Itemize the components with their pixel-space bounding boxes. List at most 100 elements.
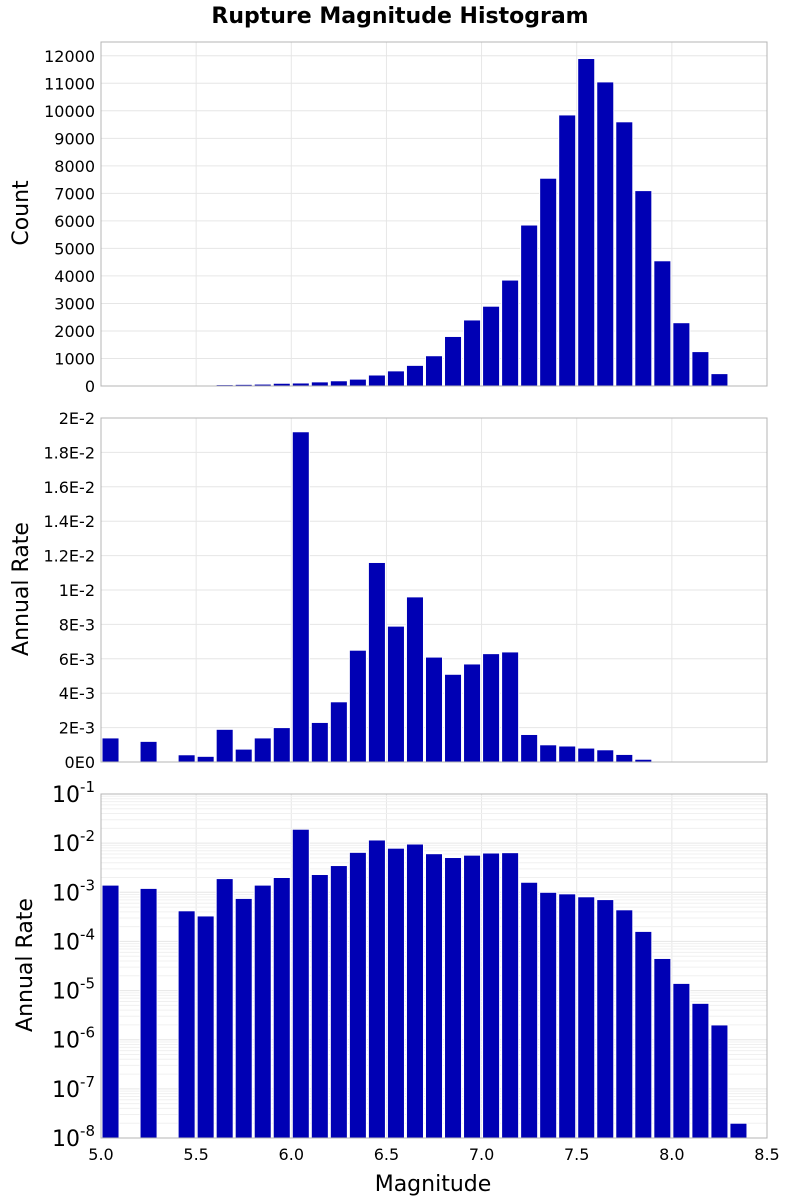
annual-rate-log-bar	[291, 828, 310, 1139]
annual-rate-log-frame	[100, 793, 768, 1139]
annual-rate-log-bar	[615, 909, 634, 1139]
count-bar	[520, 224, 539, 387]
annual-rate-log-bar	[463, 854, 482, 1139]
annual-rate-log-bar	[424, 853, 444, 1139]
annual-rate-log-bar	[329, 865, 348, 1139]
count-y-tick-label: 1000	[54, 349, 95, 368]
annual-rate-log-bar	[272, 876, 291, 1139]
x-axis-label: Magnitude	[375, 1172, 492, 1197]
annual-rate-log-bar	[558, 893, 577, 1139]
count-bar	[577, 58, 596, 387]
annual-rate-linear-frame	[100, 417, 768, 763]
annual-rate-linear-bar	[310, 721, 329, 763]
annual-rate-linear-y-tick-label: 1.6E-2	[43, 478, 95, 497]
count-bar	[367, 374, 386, 387]
annual-rate-linear-bar	[577, 747, 596, 763]
annual-rate-linear-panel: 0E0 2E-3 4E-3 6E-3 8E-3 1E-2 1.2E-2 1.4E-2 1.6E-…	[43, 409, 768, 772]
annual-rate-linear-y-tick-label: 0E0	[65, 753, 95, 772]
annual-rate-linear-bar	[558, 745, 577, 763]
annual-rate-linear-y-tick-label: 6E-3	[59, 650, 95, 669]
annual-rate-log-bar	[139, 887, 158, 1139]
annual-rate-linear-bar	[463, 663, 482, 763]
annual-rate-linear-bar	[139, 740, 158, 763]
annual-rate-linear-y-tick-label: 1E-2	[59, 581, 95, 600]
count-bar	[634, 190, 653, 387]
annual-rate-log-y-tick-label: 10-8	[52, 1122, 95, 1152]
x-axis-ticks: 5.0 5.5 6.0 6.5 7.0 7.5 8.0 8.5	[88, 1145, 779, 1164]
count-y-axis-label: Count	[9, 180, 34, 246]
x-tick-label: 6.0	[279, 1145, 304, 1164]
x-tick-label: 7.0	[469, 1145, 494, 1164]
x-tick-label: 5.0	[88, 1145, 113, 1164]
count-y-tick-label: 7000	[54, 184, 95, 203]
count-y-tick-label: 6000	[54, 212, 95, 231]
annual-rate-log-y-tick-label: 10-2	[52, 827, 95, 857]
annual-rate-log-bar	[729, 1122, 748, 1139]
count-bar	[558, 114, 577, 387]
annual-rate-log-y-tick-label: 10-5	[52, 975, 95, 1005]
annual-rate-linear-y-axis-label: Annual Rate	[9, 522, 34, 656]
annual-rate-log-y-tick-label: 10-4	[52, 925, 95, 955]
annual-rate-log-bar	[101, 884, 120, 1139]
count-frame	[100, 41, 768, 387]
count-y-tick-label: 4000	[54, 267, 95, 286]
count-panel: 0 1000 2000 3000 4000 5000 6000 7000 8000 9000 100…	[44, 41, 768, 396]
annual-rate-log-y-tick-label: 10-1	[52, 778, 95, 808]
count-y-tick-label: 11000	[44, 74, 95, 93]
annual-rate-linear-bar	[501, 651, 520, 763]
count-bar	[310, 381, 329, 387]
count-bar	[405, 364, 424, 387]
annual-rate-linear-bar	[215, 728, 234, 763]
annual-rate-linear-bar	[196, 755, 215, 763]
count-bar	[596, 81, 615, 387]
annual-rate-log-panel: 10-8 10-7 10-6 10-5 10-4 10-3 10-2 10-1	[52, 778, 768, 1152]
chart-title: Rupture Magnitude Histogram	[211, 4, 588, 29]
annual-rate-linear-y-tick-label: 8E-3	[59, 615, 95, 634]
x-tick-label: 8.0	[659, 1145, 684, 1164]
annual-rate-linear-y-tick-label: 4E-3	[59, 684, 95, 703]
count-bar	[424, 355, 444, 387]
annual-rate-log-y-tick-label: 10-3	[52, 876, 95, 906]
annual-rate-log-bar	[177, 910, 196, 1139]
annual-rate-log-bar	[405, 843, 424, 1139]
count-bar	[348, 378, 367, 387]
annual-rate-log-bar	[386, 847, 405, 1139]
annual-rate-linear-bar	[253, 737, 272, 763]
count-y-tick-label: 0	[85, 377, 95, 396]
annual-rate-log-bar	[444, 857, 463, 1139]
annual-rate-linear-bar	[424, 656, 444, 763]
count-y-tick-label: 12000	[44, 47, 95, 66]
annual-rate-log-bar	[501, 852, 520, 1139]
annual-rate-log-bar	[672, 982, 691, 1139]
annual-rate-linear-bar	[615, 753, 634, 763]
count-bar	[386, 370, 405, 387]
annual-rate-linear-bar	[367, 561, 386, 763]
count-bar	[463, 319, 482, 387]
count-y-tick-label: 5000	[54, 239, 95, 258]
annual-rate-linear-bar	[596, 749, 615, 763]
count-bar	[672, 322, 691, 387]
annual-rate-log-y-tick-label: 10-6	[52, 1024, 95, 1054]
x-tick-label: 5.5	[183, 1145, 208, 1164]
count-bar	[444, 335, 463, 387]
annual-rate-linear-bar	[272, 727, 291, 763]
annual-rate-linear-bar	[444, 673, 463, 763]
count-y-tick-label: 9000	[54, 129, 95, 148]
annual-rate-log-bar	[253, 884, 272, 1139]
annual-rate-log-bar	[710, 1024, 729, 1139]
count-bar	[653, 260, 672, 387]
annual-rate-linear-bar	[234, 748, 253, 763]
annual-rate-log-bar	[539, 891, 558, 1139]
annual-rate-log-bar	[367, 839, 386, 1139]
annual-rate-log-bar	[691, 1002, 710, 1139]
x-tick-label: 7.5	[564, 1145, 589, 1164]
annual-rate-log-bar	[310, 874, 329, 1139]
annual-rate-linear-bar	[520, 733, 539, 763]
annual-rate-linear-bar	[405, 596, 424, 763]
count-bar	[710, 373, 729, 387]
annual-rate-log-bar	[482, 852, 501, 1139]
count-bar	[501, 279, 520, 387]
annual-rate-linear-y-tick-label: 1.2E-2	[43, 547, 95, 566]
annual-rate-log-bar	[215, 878, 234, 1139]
